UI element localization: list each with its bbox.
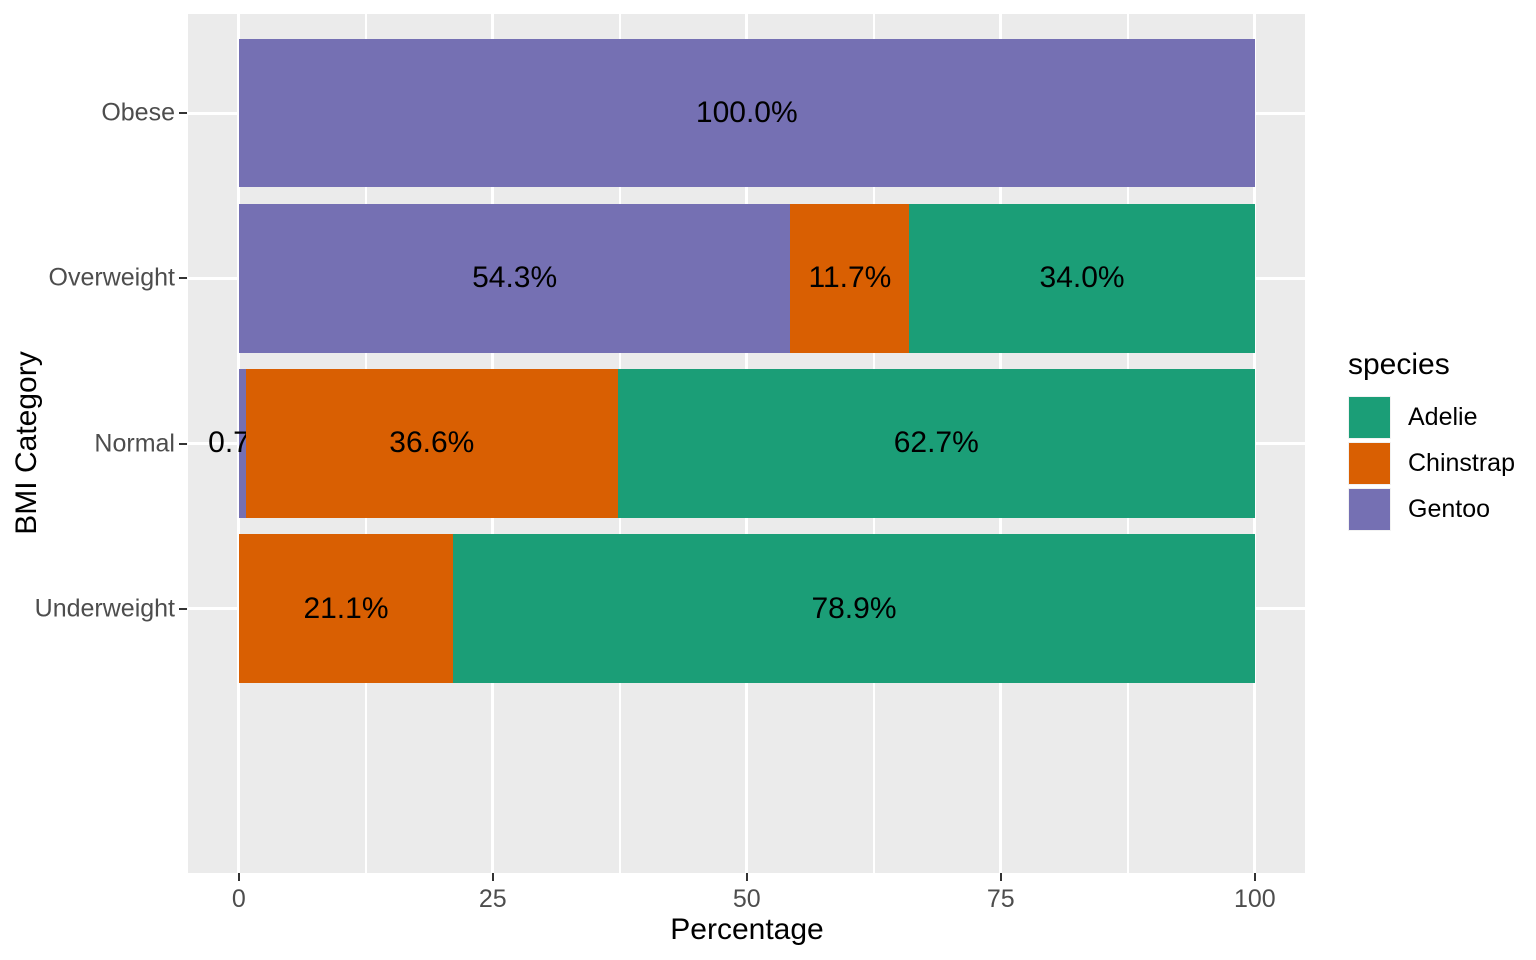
y-tick-mark: [179, 112, 187, 115]
legend-title: species: [1348, 348, 1450, 381]
legend-entry-chinstrap: Chinstrap: [1348, 442, 1515, 485]
bar-value-label: 54.3%: [472, 261, 558, 295]
bar-value-label: 36.6%: [389, 426, 475, 460]
y-axis-title: BMI Category: [10, 351, 43, 535]
bar-row: 100.0%: [238, 38, 1255, 188]
bar-row: 54.3% 11.7% 34.0%: [238, 203, 1255, 353]
bar-row: 0.7% 36.6% 62.7%: [208, 369, 1255, 518]
legend-entry-adelie: Adelie: [1348, 396, 1515, 439]
bar-value-label: 100.0%: [695, 96, 798, 130]
bar-segment-gentoo: 100.0%: [238, 38, 1255, 188]
legend-swatch-chinstrap: [1348, 442, 1391, 485]
bar-segment-adelie: 78.9%: [453, 534, 1255, 684]
bar-segment-adelie: 62.7%: [617, 369, 1255, 518]
y-tick-mark: [179, 442, 187, 445]
bar-row: 21.1% 78.9%: [238, 534, 1255, 684]
legend-label: Gentoo: [1408, 495, 1491, 523]
bar-value-label: 21.1%: [303, 591, 389, 625]
y-tick-label: Underweight: [34, 594, 175, 623]
bar-value-label: 11.7%: [808, 261, 892, 295]
x-tick-mark: [1253, 873, 1256, 881]
x-tick-mark: [745, 873, 748, 881]
x-axis-title: Percentage: [670, 913, 824, 946]
bar-segment-chinstrap: 36.6%: [245, 369, 618, 518]
x-tick-mark: [491, 873, 494, 881]
legend-entry-gentoo: Gentoo: [1348, 488, 1515, 531]
legend-swatch-gentoo: [1348, 488, 1391, 531]
bar-value-label: 78.9%: [811, 591, 897, 625]
legend-label: Adelie: [1408, 403, 1478, 431]
y-tick-mark: [179, 277, 187, 280]
legend-label: Chinstrap: [1408, 449, 1515, 477]
legend-swatch-adelie: [1348, 396, 1391, 439]
x-tick-label: 50: [732, 885, 761, 913]
y-tick-label: Obese: [101, 98, 175, 127]
y-tick-label: Normal: [94, 429, 175, 457]
x-tick-label: 75: [986, 885, 1015, 913]
x-tick-mark: [999, 873, 1002, 881]
x-tick-label: 25: [478, 885, 507, 913]
bar-segment-chinstrap: 11.7%: [790, 203, 910, 353]
y-tick-label: Overweight: [48, 263, 175, 292]
bar-segment-gentoo: 54.3%: [238, 203, 791, 353]
gridline-major-vertical: [1253, 14, 1257, 873]
bar-value-label: 34.0%: [1039, 261, 1125, 295]
x-tick-mark: [237, 873, 240, 881]
legend-entries: Adelie Chinstrap Gentoo: [1348, 396, 1515, 531]
bar-segment-adelie: 34.0%: [909, 203, 1255, 353]
x-tick-label: 100: [1233, 885, 1276, 913]
legend: species Adelie Chinstrap Gentoo: [1348, 350, 1515, 534]
bar-value-label: 62.7%: [893, 426, 979, 460]
bar-segment-gentoo: 0.7%: [208, 369, 277, 518]
plot-panel: 100.0% 54.3% 11.7% 34.0% 0.7% 36.6% 62.7% 21.1%…: [188, 14, 1305, 873]
y-tick-mark: [179, 607, 187, 610]
x-tick-label: 0: [231, 885, 246, 913]
bar-segment-chinstrap: 21.1%: [238, 534, 454, 684]
